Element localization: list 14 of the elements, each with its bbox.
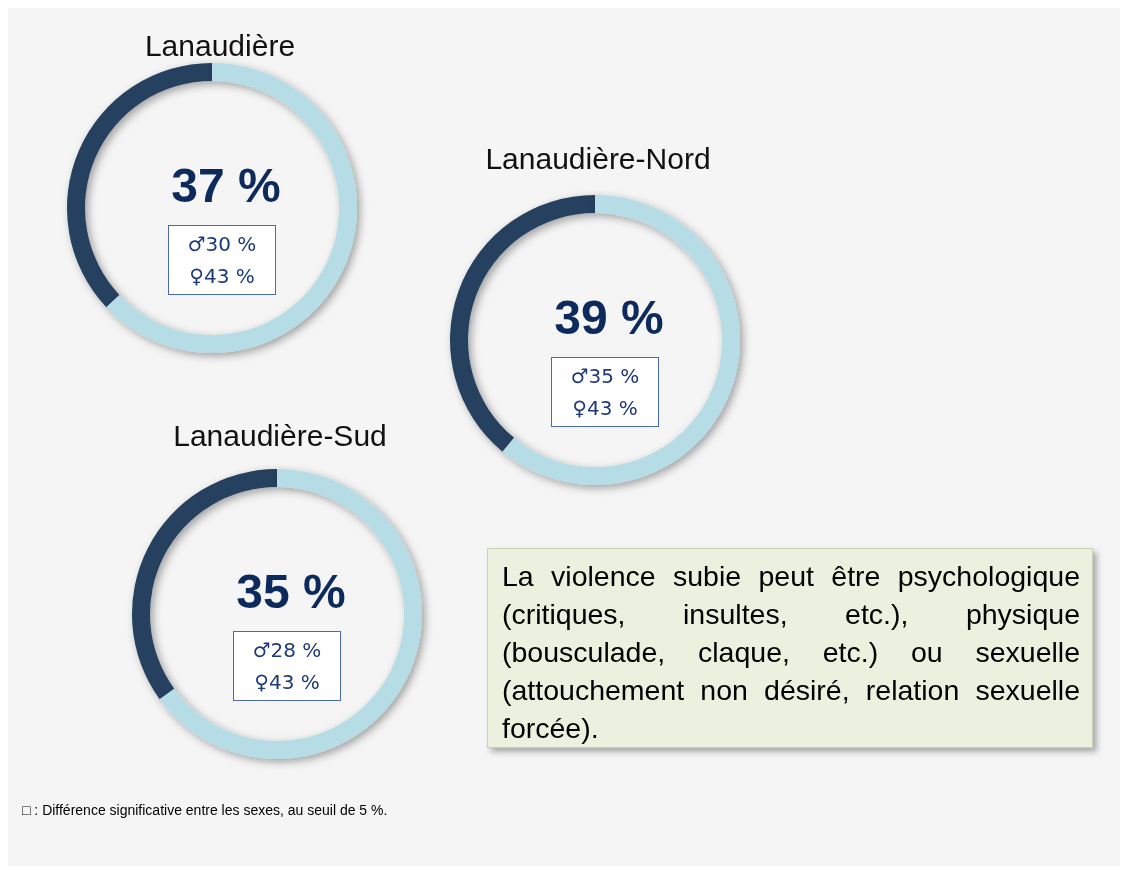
- text: ♂35 %: [569, 363, 641, 390]
- chart-title: Lanaudière: [144, 28, 296, 62]
- text: 37 %: [170, 158, 282, 214]
- text: □ : Différence significative entre les sexes, au seuil de 5 %.: [22, 802, 388, 818]
- text: ♂28 %: [251, 637, 323, 664]
- text: ♂30 %: [186, 231, 258, 258]
- text: La violence subie peut être psychologique (critiques, insultes, etc.), physique (bousculade, claque, etc.) ou sexuelle (attouchement non désiré, relation sexuelle forcée).: [487, 548, 1093, 748]
- text: 35 %: [235, 564, 347, 620]
- chart-title: Lanaudière-Nord: [485, 141, 711, 175]
- text: ♀43 %: [188, 263, 256, 290]
- chart-title: Lanaudière-Sud: [173, 418, 387, 452]
- text: 39 %: [553, 290, 665, 346]
- text: ♀43 %: [253, 669, 321, 696]
- text: ♀43 %: [571, 395, 639, 422]
